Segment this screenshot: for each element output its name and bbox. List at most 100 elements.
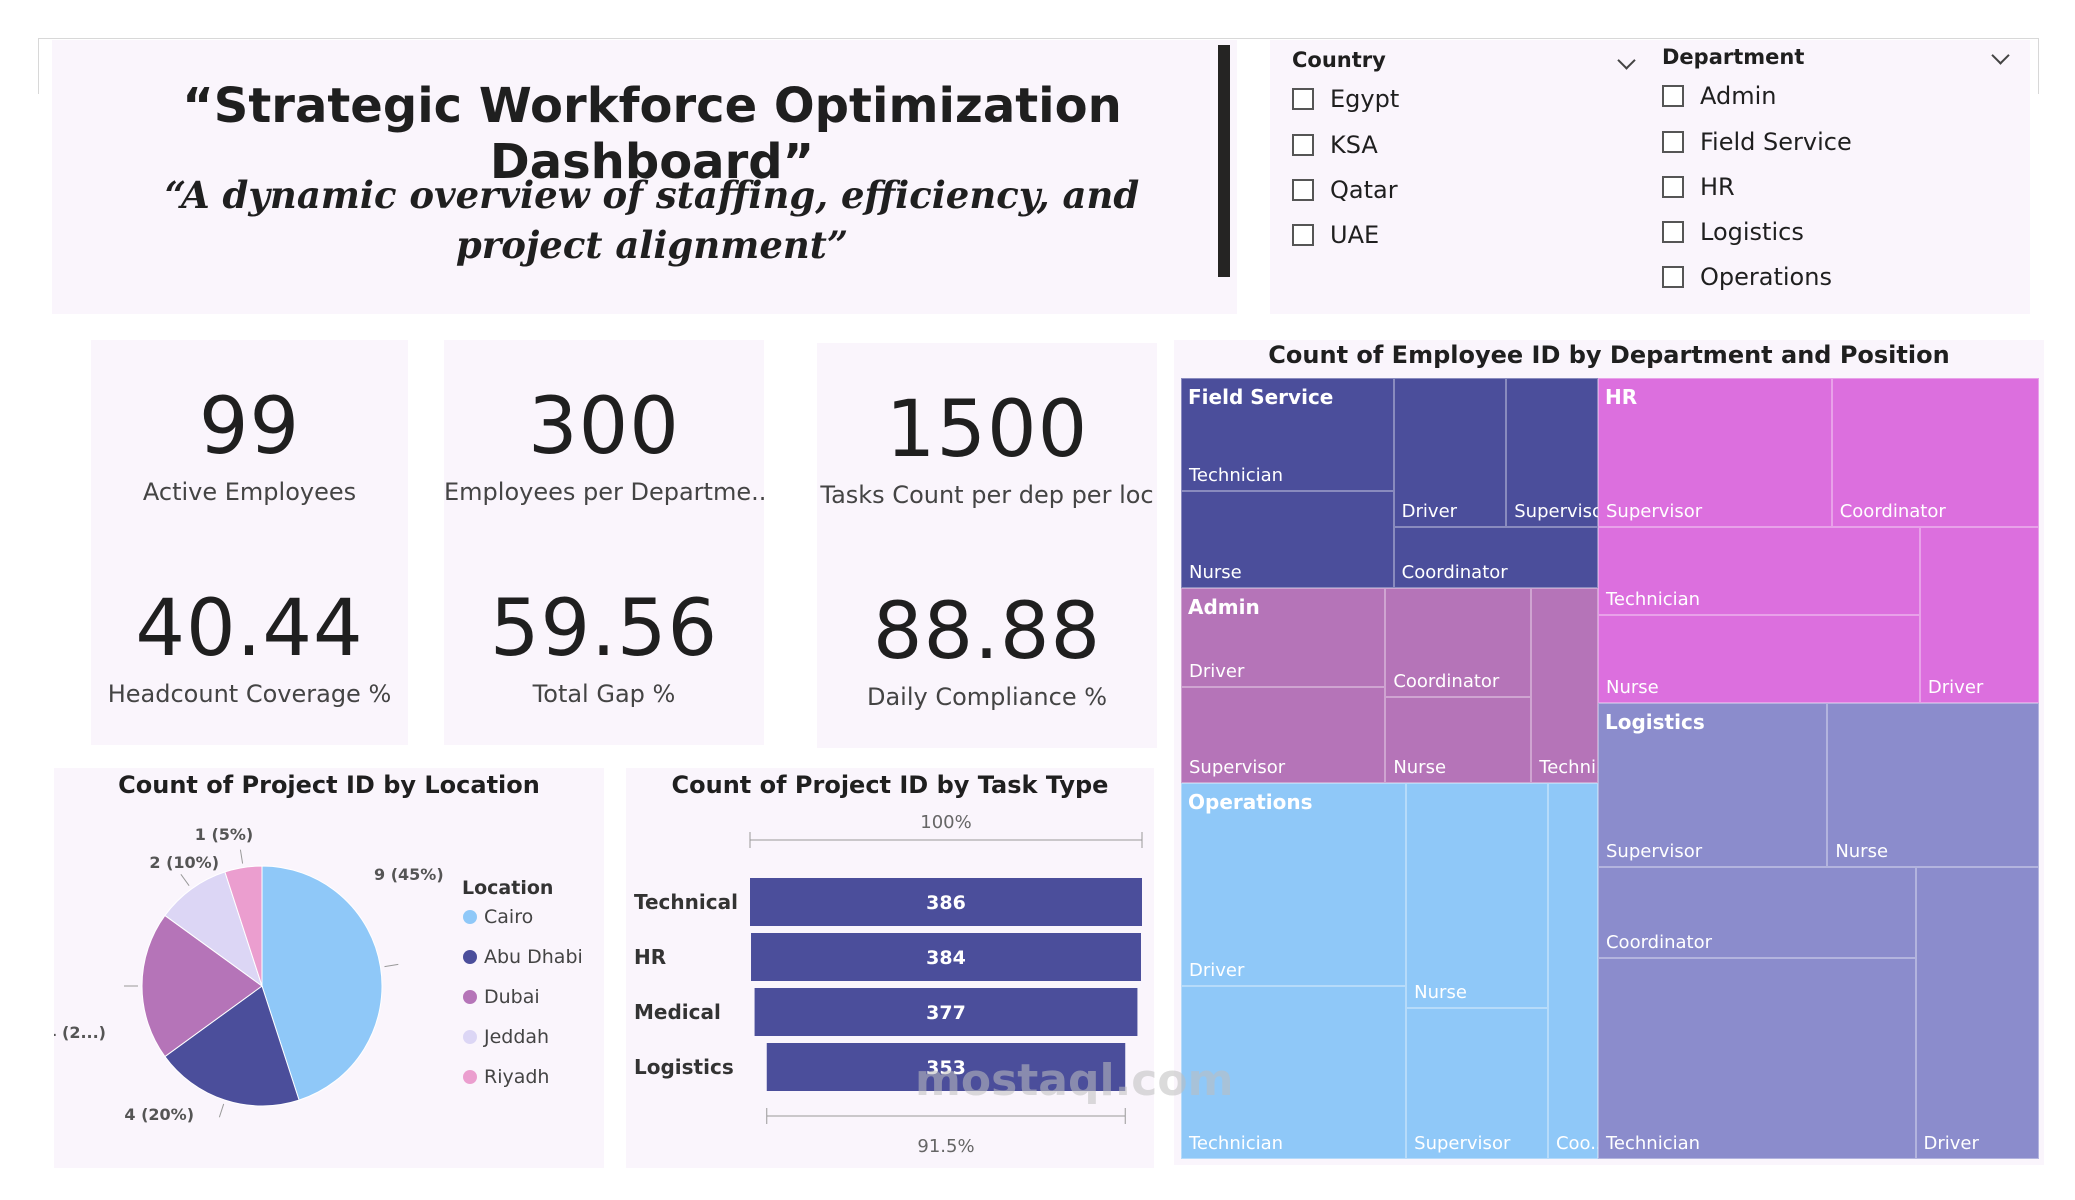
treemap-cell-field-service-nurse[interactable]: Nurse [1181,491,1394,589]
checkbox-icon[interactable] [1662,176,1684,198]
legend-marker-dubai [463,990,477,1004]
funnel-bar-logistics[interactable] [766,1043,1126,1091]
treemap-cell-operations-supervisor[interactable]: Supervisor [1406,1008,1548,1159]
treemap-position-label: Nurse [1189,562,1242,584]
department-option-operations[interactable]: Operations [1662,262,1832,292]
pie-leader-line [218,1103,225,1118]
legend-item-jeddah[interactable]: Jeddah [483,1026,549,1048]
legend-marker-jeddah [463,1030,477,1044]
legend-item-dubai[interactable]: Dubai [484,986,540,1008]
treemap-cell-hr-technician[interactable]: Technician [1597,527,1920,616]
country-option-uae[interactable]: UAE [1292,220,1379,250]
option-label: KSA [1330,131,1378,159]
kpi-employees-per-department-label: Employees per Departme... [444,478,764,506]
treemap-cell-hr-supervisor[interactable]: Supervisor [1597,378,1832,528]
treemap-group-label-admin: Admin [1188,595,1260,620]
pie-leader-line [384,963,399,968]
treemap-position-label: Driver [1923,1132,1979,1154]
treemap-position-label: Nurse [1605,676,1659,698]
kpi-daily-compliance-value: 88.88 [872,587,1102,677]
legend-marker-riyadh [463,1070,477,1084]
treemap-cell-hr-coordinator[interactable]: Coordinator [1831,378,2039,528]
treemap-cell-field-service-technician[interactable]: Technician [1181,378,1394,492]
pie-chart: 9 (45%) 4 (20%) 4 (2...) 2 (10%) 1 (5%) Locat… [54,825,583,1124]
treemap-cell-hr-driver[interactable]: Driver [1919,527,2039,703]
funnel-category-label: Technical [634,890,738,914]
funnel-bar-medical[interactable] [754,988,1138,1036]
treemap-cell-hr-nurse[interactable]: Nurse [1597,615,1920,703]
pie-leader-line [239,849,244,864]
treemap-position-label: Driver [1189,959,1245,981]
treemap-cell-field-service-coordinator[interactable]: Coordinator [1393,527,1598,589]
option-label: Operations [1700,263,1832,291]
legend-item-abu-dhabi[interactable]: Abu Dhabi [484,946,583,968]
treemap-position-label: Supervisor [1414,1132,1511,1154]
treemap-cell-operations-technician[interactable]: Technician [1181,985,1407,1159]
department-option-field-service[interactable]: Field Service [1662,127,1852,157]
funnel-category-label: Logistics [634,1055,734,1079]
pie-slice-jeddah[interactable] [164,871,263,988]
pie-slice-dubai[interactable] [141,914,263,1058]
funnel-chart-title: Count of Project ID by Task Type [671,771,1109,799]
treemap-cell-admin-supervisor[interactable]: Supervisor [1181,687,1386,783]
pie-legend-title: Location [462,877,553,899]
pie-slice-cairo[interactable] [261,865,383,1101]
treemap-position-label: Coordinator [1393,670,1500,692]
country-slicer-title: Country [1292,48,1386,72]
pie-leader-line [180,874,190,886]
treemap-position-label: Nurse [1835,841,1889,863]
legend-marker-abu-dhabi [463,950,477,964]
checkbox-icon[interactable] [1662,266,1684,288]
treemap-position-label: Coo... [1555,1132,1608,1154]
pie-chart-title: Count of Project ID by Location [118,771,540,799]
department-option-hr[interactable]: HR [1662,172,1735,202]
kpi-total-gap-value: 59.56 [489,584,719,674]
checkbox-icon[interactable] [1292,88,1314,110]
funnel-bottom-label: 91.5% [917,1136,974,1157]
checkbox-icon[interactable] [1662,85,1684,107]
funnel-value-label: 384 [926,947,966,969]
treemap-position-label: Techni... [1539,756,1614,778]
option-label: HR [1700,173,1735,201]
treemap-cell-operations-driver[interactable]: Driver [1181,782,1407,986]
treemap-cell-admin-techni[interactable]: Techni... [1531,588,1613,783]
legend-marker-cairo [463,910,477,924]
checkbox-icon[interactable] [1292,179,1314,201]
treemap-cell-admin-driver[interactable]: Driver [1181,588,1386,688]
country-option-egypt[interactable]: Egypt [1292,84,1399,114]
treemap-cell-logistics-technician[interactable]: Technician [1597,958,1916,1159]
legend-item-cairo[interactable]: Cairo [484,906,533,928]
country-option-ksa[interactable]: KSA [1292,130,1378,160]
funnel-bar-hr[interactable] [751,933,1141,981]
country-option-qatar[interactable]: Qatar [1292,175,1398,205]
treemap-cell-logistics-supervisor[interactable]: Supervisor [1597,702,1828,868]
treemap-cell-logistics-coordinator[interactable]: Coordinator [1597,867,1916,959]
legend-item-riyadh[interactable]: Riyadh [484,1066,549,1088]
treemap-cell-field-service-driver[interactable]: Driver [1393,378,1507,528]
treemap-position-label: Coordinator [1401,562,1508,584]
option-label: Admin [1700,82,1777,110]
treemap-cell-operations-nurse[interactable]: Nurse [1406,782,1548,1009]
funnel-bar-technical[interactable] [750,878,1142,926]
checkbox-icon[interactable] [1662,221,1684,243]
treemap-cell-admin-nurse[interactable]: Nurse [1385,696,1532,783]
treemap-cell-logistics-driver[interactable]: Driver [1915,867,2039,1159]
treemap-position-label: Driver [1927,676,1984,698]
treemap-cell-admin-coordinator[interactable]: Coordinator [1385,588,1532,697]
country-slicer: Country Egypt KSA Qatar UAE [1292,48,1636,308]
checkbox-icon[interactable] [1662,131,1684,153]
checkbox-icon[interactable] [1292,224,1314,246]
treemap-cell-operations-coo[interactable]: Coo... [1547,782,1607,1159]
treemap-cell-field-service-supervisor[interactable]: Supervisor [1506,378,1610,528]
pie-slice-riyadh[interactable] [224,865,263,987]
pie-slice-abu-dhabi[interactable] [164,985,300,1107]
treemap-position-label: Supervisor [1514,501,1611,523]
treemap-panel: Count of Employee ID by Department and P… [1174,340,2044,1165]
department-option-admin[interactable]: Admin [1662,81,1777,111]
treemap-position-label: Driver [1189,661,1245,683]
treemap-cell-logistics-nurse[interactable]: Nurse [1827,702,2039,868]
department-option-logistics[interactable]: Logistics [1662,217,1804,247]
funnel-top-scale [749,832,1143,848]
checkbox-icon[interactable] [1292,134,1314,156]
option-label: Qatar [1330,176,1398,204]
